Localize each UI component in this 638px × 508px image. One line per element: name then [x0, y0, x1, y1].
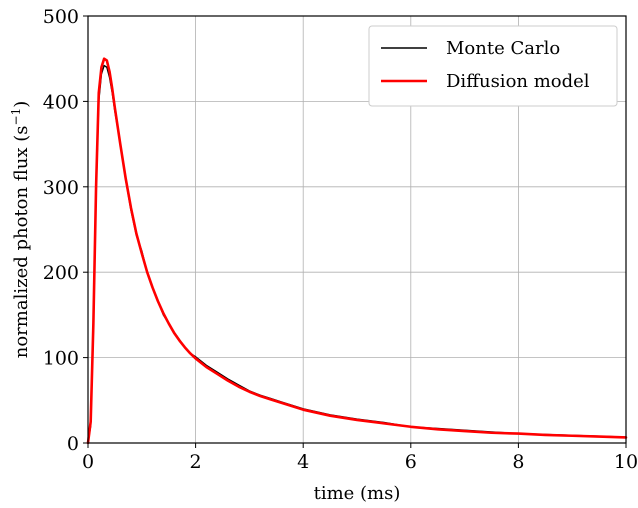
x-axis-label: time (ms) — [314, 483, 401, 504]
y-tick-label: 400 — [43, 91, 79, 113]
legend: Monte Carlo Diffusion model — [368, 25, 618, 107]
y-tick-label: 0 — [67, 433, 79, 455]
y-axis-label-close: ) — [11, 101, 32, 108]
y-axis-label-base: normalized photon flux (s — [11, 125, 32, 358]
x-tick-label: 10 — [614, 451, 638, 473]
x-tick-label: 6 — [405, 451, 417, 473]
x-tick-label: 0 — [82, 451, 94, 473]
y-tick-label: 100 — [43, 348, 79, 370]
y-tick-label: 500 — [43, 6, 79, 28]
legend-box — [368, 25, 618, 107]
y-axis-label-superscript: −1 — [9, 108, 23, 126]
plot-frame — [87, 15, 627, 444]
series-layer — [86, 57, 628, 445]
y-axis-label: normalized photon flux (s−1) — [9, 101, 32, 359]
y-tick-label: 200 — [43, 262, 79, 284]
y-tick-label: 300 — [43, 177, 79, 199]
series-line-monte-carlo — [87, 64, 627, 444]
legend-label-monte-carlo: Monte Carlo — [446, 38, 560, 59]
x-tick-label: 4 — [297, 451, 309, 473]
legend-label-diffusion-model: Diffusion model — [446, 71, 590, 92]
x-tick-label: 8 — [512, 451, 524, 473]
x-tick-label: 2 — [190, 451, 202, 473]
series-line-diffusion-model — [86, 57, 628, 445]
